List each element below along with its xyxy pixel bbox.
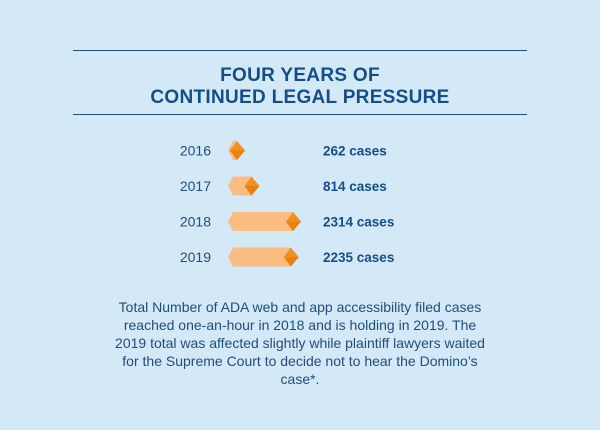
value-label-2017: 814 cases	[323, 179, 387, 194]
bar-2019	[228, 247, 299, 267]
year-label-2019: 2019	[180, 249, 211, 265]
chart-title-line-2: CONTINUED LEGAL PRESSURE	[150, 87, 450, 108]
top-divider	[73, 50, 527, 51]
bar-tip-shade-2019	[283, 257, 299, 267]
year-label-2016: 2016	[180, 143, 211, 159]
cases-bar-chart: 2016 262 cases 2017 814 cases 2018 2314 cases…	[180, 141, 394, 267]
bar-tip-shade-2016	[230, 150, 245, 160]
value-label-2019: 2235 cases	[323, 250, 394, 265]
bar-tip-shade-2017	[244, 186, 260, 196]
caption-text: Total Number of ADA web and app accessib…	[115, 299, 485, 387]
bar-2018	[228, 212, 301, 231]
value-label-2018: 2314 cases	[323, 215, 394, 230]
bar-tip-shade-2018	[286, 221, 301, 231]
value-label-2016: 262 cases	[323, 144, 387, 159]
year-label-2017: 2017	[180, 178, 211, 194]
bottom-divider	[73, 114, 527, 115]
year-label-2018: 2018	[180, 214, 211, 230]
chart-title-line-1: FOUR YEARS OF	[220, 65, 380, 86]
